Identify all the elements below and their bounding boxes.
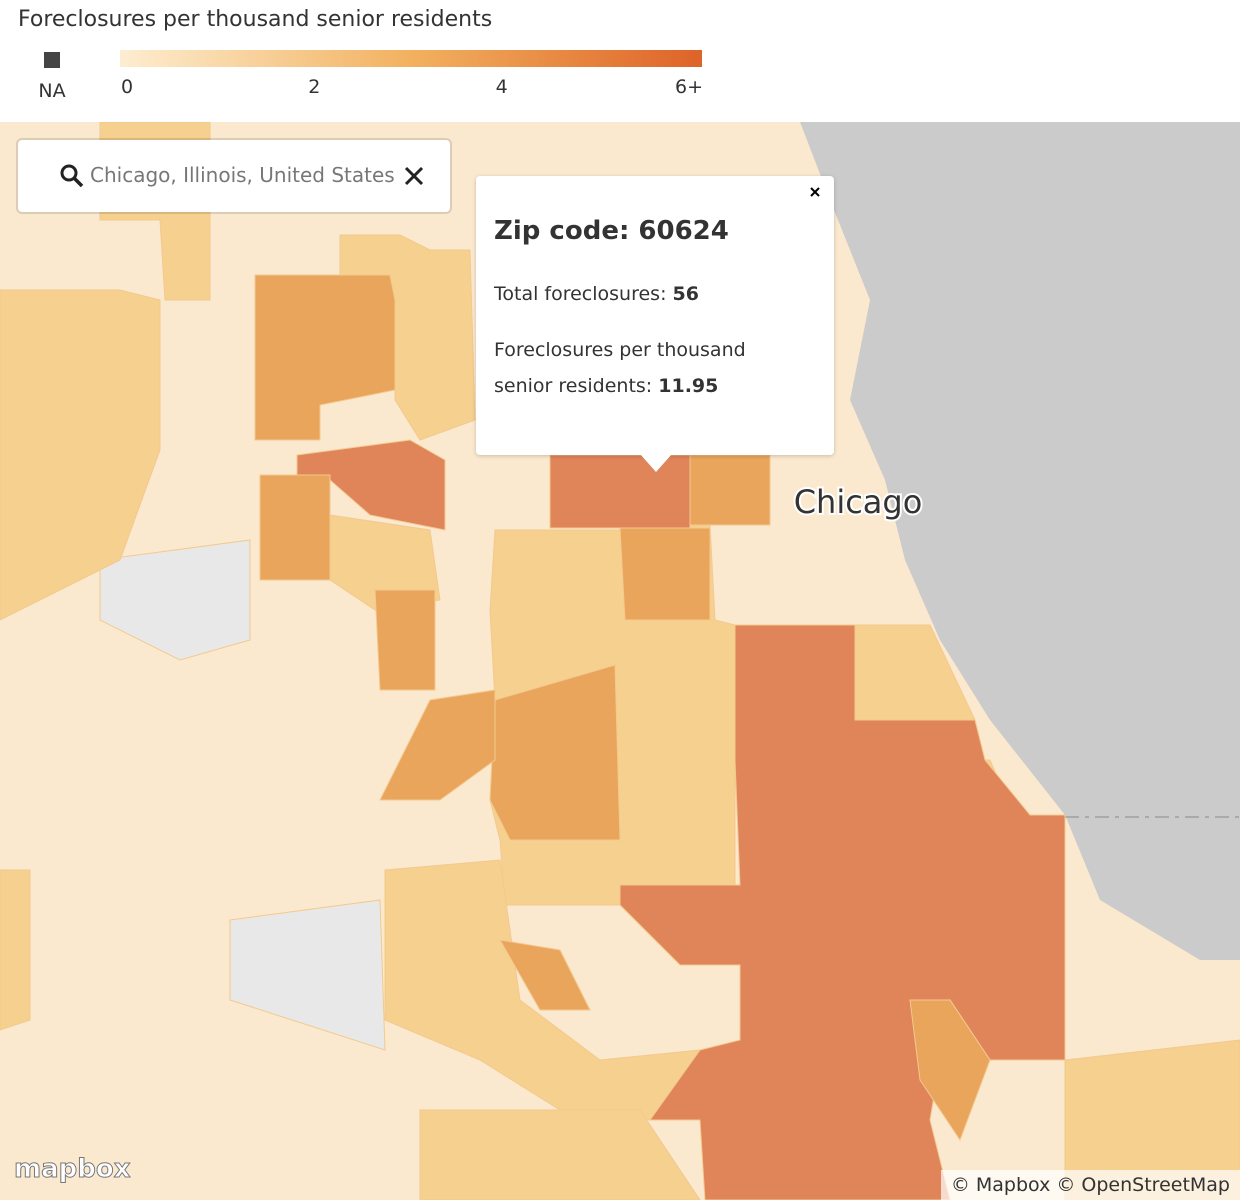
popup-rate: Foreclosures per thousand senior residen…	[494, 332, 774, 404]
rate-value: 11.95	[658, 375, 719, 397]
mapbox-logo[interactable]: mapbox	[14, 1154, 131, 1185]
color-scale	[120, 50, 702, 67]
popup-total: Total foreclosures: 56	[494, 276, 774, 312]
na-swatch	[44, 52, 60, 68]
popup-title: Zip code: 60624	[494, 216, 729, 246]
attribution[interactable]: © Mapbox © OpenStreetMap	[940, 1170, 1240, 1200]
legend-header: Foreclosures per thousand senior residen…	[0, 0, 1240, 122]
popup-close[interactable]	[808, 185, 822, 199]
zip-areas	[0, 122, 1240, 1200]
total-label: Total foreclosures:	[494, 283, 667, 305]
popup-arrow	[640, 454, 672, 472]
na-label: NA	[38, 80, 65, 102]
legend-title: Foreclosures per thousand senior residen…	[18, 7, 492, 32]
search-icon	[60, 164, 84, 188]
popup: Zip code: 60624 Total foreclosures: 56 F…	[476, 176, 834, 455]
scale-tick-label: 4	[496, 76, 508, 98]
rate-label: Foreclosures per thousand senior residen…	[494, 339, 746, 397]
city-label: Chicago	[794, 483, 923, 521]
total-value: 56	[672, 283, 699, 305]
search-box[interactable]: Chicago, Illinois, United States	[18, 140, 450, 212]
scale-tick-label: 6+	[675, 76, 703, 98]
lake	[800, 122, 1240, 960]
search-input[interactable]: Chicago, Illinois, United States	[90, 163, 395, 187]
clear-button[interactable]	[402, 164, 428, 190]
legend: Foreclosures per thousand senior residen…	[18, 7, 703, 102]
scale-tick-label: 2	[308, 76, 320, 98]
scale-tick-label: 0	[121, 76, 133, 98]
